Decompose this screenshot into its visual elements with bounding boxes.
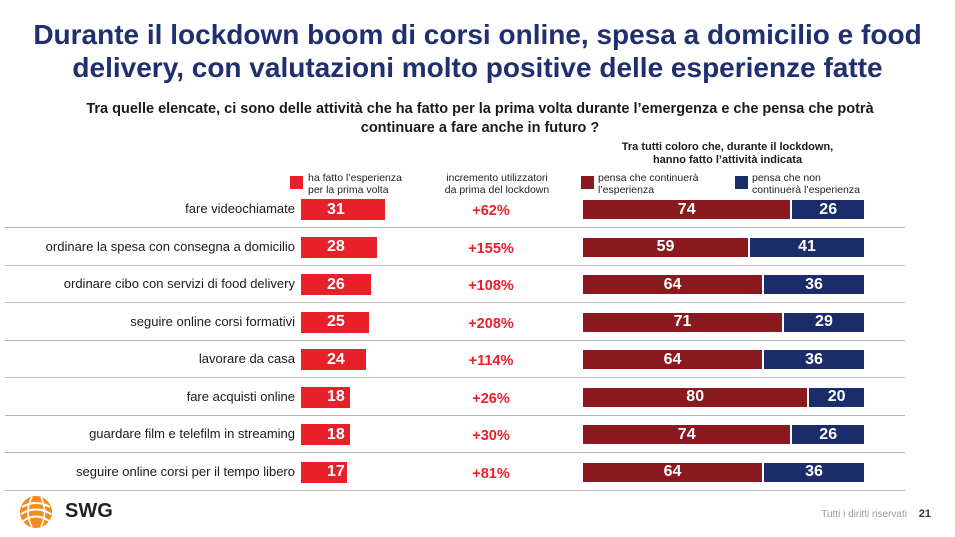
bar-not-continue: 41 (748, 236, 865, 258)
bar-not-continue: 36 (763, 349, 865, 370)
increment-label: +208% (468, 315, 514, 332)
legend-swatch-continue (581, 176, 594, 189)
bar-continue: 74 (582, 199, 792, 220)
bar-first-time: 18 (301, 424, 350, 445)
page-title: Durante il lockdown boom di corsi online… (0, 18, 955, 84)
increment-label: +114% (468, 353, 514, 369)
increment-label: +30% (472, 428, 510, 444)
legend-first-time: ha fatto l’esperienza per la prima volta (308, 172, 402, 196)
increment-label: +81% (472, 465, 510, 482)
legend-first-time-line-2: per la prima volta (308, 184, 389, 196)
row-label: guardare film e telefilm in streaming (89, 426, 295, 441)
bar-continue: 59 (582, 236, 749, 258)
row-label: ordinare cibo con servizi di food delive… (63, 276, 295, 291)
legend-first-time-line-1: ha fatto l’esperienza (308, 172, 402, 184)
legend-increment-line-2: da prima del lockdown (444, 184, 550, 196)
bar-first-time: 24 (301, 349, 366, 370)
title-line-2: delivery, con valutazioni molto positive… (72, 52, 883, 83)
bar-continue: 74 (582, 424, 792, 445)
increment-label: +26% (472, 390, 510, 407)
bar-not-continue: 36 (763, 274, 865, 295)
group-header-line-2: hanno fatto l’attività indicata (652, 154, 803, 166)
row-separator (5, 264, 905, 266)
row-separator (5, 339, 905, 341)
bar-first-time: 31 (301, 199, 385, 220)
bar-not-continue: 20 (808, 386, 865, 408)
bar-not-continue: 36 (763, 461, 865, 483)
rights-notice: Tutti i diritti riservati (821, 509, 907, 520)
legend-not-continue-line-2: continuerà l’esperienza (752, 184, 860, 196)
row-separator (5, 452, 905, 453)
row-label: fare acquisti online (186, 388, 295, 404)
legend-not-continue-line-1: pensa che non (752, 172, 821, 184)
bar-continue: 71 (582, 311, 783, 333)
increment-label: +62% (472, 203, 510, 219)
bar-first-time: 17 (301, 461, 347, 483)
survey-question: Tra quelle elencate, ci sono delle attiv… (40, 100, 920, 138)
bar-continue: 64 (582, 349, 764, 370)
swg-logo-icon (20, 496, 52, 528)
row-separator (5, 489, 905, 491)
bar-not-continue: 26 (791, 199, 865, 220)
bar-first-time: 28 (301, 236, 377, 258)
title-line-1: Durante il lockdown boom di corsi online… (33, 19, 922, 50)
legend-swatch-not-continue (735, 176, 748, 189)
bar-first-time: 26 (301, 274, 372, 295)
question-line-2: continuare a fare anche in futuro ? (360, 120, 600, 136)
legend-not-continue: pensa che non continuerà l’esperienza (752, 172, 860, 196)
group-header-line-1: Tra tutti coloro che, durante il lockdow… (621, 141, 834, 153)
brand-name: SWG (65, 500, 113, 522)
page-number: 21 (918, 508, 931, 520)
row-separator (5, 414, 905, 416)
row-separator (5, 227, 905, 228)
bar-first-time: 25 (301, 311, 369, 333)
legend-continue-line-2: l’esperienza (598, 184, 655, 196)
row-label: ordinare la spesa con consegna a domicil… (45, 238, 295, 254)
legend-continue-line-1: pensa che continuerà (598, 172, 699, 184)
legend-continue: pensa che continuerà l’esperienza (598, 172, 698, 196)
row-separator (5, 377, 905, 378)
row-separator (5, 302, 905, 303)
row-label: lavorare da casa (198, 351, 295, 366)
bar-first-time: 18 (301, 386, 350, 408)
increment-label: +155% (468, 240, 514, 257)
increment-label: +108% (468, 278, 514, 294)
legend-increment-line-1: incremento utilizzatori (446, 172, 548, 184)
legend-increment: incremento utilizzatori da prima del loc… (432, 172, 562, 196)
row-label: seguire online corsi formativi (130, 313, 295, 329)
bar-not-continue: 26 (791, 424, 865, 445)
bar-continue: 64 (582, 461, 764, 483)
bar-continue: 64 (582, 274, 764, 295)
bar-continue: 80 (582, 386, 809, 408)
group-header: Tra tutti coloro che, durante il lockdow… (585, 141, 870, 167)
bar-not-continue: 29 (782, 311, 865, 333)
row-label: fare videochiamate (185, 201, 295, 216)
question-line-1: Tra quelle elencate, ci sono delle attiv… (86, 101, 874, 117)
legend-swatch-first-time (290, 176, 303, 189)
row-label: seguire online corsi per il tempo libero (76, 463, 295, 479)
